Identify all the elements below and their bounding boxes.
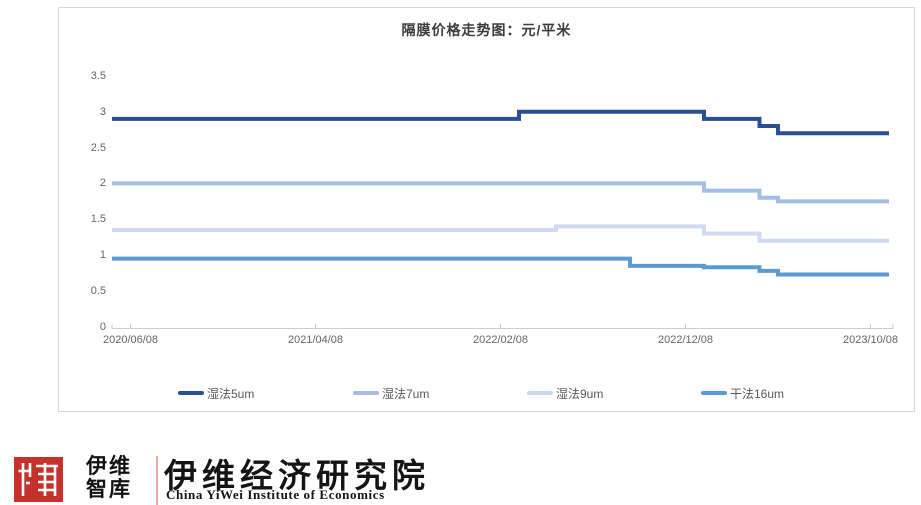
legend-item[interactable]: 干法16um [701, 386, 785, 401]
y-tick-label: 1 [99, 249, 106, 262]
institute-name-cn: 伊维经济研究院 [164, 459, 430, 495]
chart-title: 隔膜价格走势图：元/平米 [401, 22, 572, 38]
legend-item[interactable]: 湿法5um [178, 386, 255, 401]
yiwei-logo: 伊维 智库 伊维经济研究院 China YiWei Institute of E… [0, 448, 480, 505]
x-tick-label: 2020/06/08 [102, 334, 159, 346]
x-tick-label: 2023/10/08 [842, 334, 899, 346]
series-line [112, 224, 889, 243]
legend-label: 湿法9um [556, 386, 604, 401]
y-tick-label: 3 [99, 105, 106, 118]
y-tick-label: 3.5 [90, 69, 106, 82]
legend-item[interactable]: 湿法7um [353, 386, 430, 401]
series-line [112, 256, 889, 277]
logo-divider [156, 456, 158, 505]
legend-item[interactable]: 湿法9um [527, 386, 604, 401]
y-tick-label: 0.5 [90, 284, 106, 297]
institute-name-en: China YiWei Institute of Economics [166, 487, 385, 502]
y-tick-label: 2 [99, 177, 106, 190]
series-line [112, 109, 889, 136]
y-tick-label: 0 [99, 320, 106, 333]
x-tick-label: 2022/02/08 [472, 334, 529, 346]
x-tick-label: 2021/04/08 [287, 334, 344, 346]
legend-swatch [353, 391, 379, 395]
series-line [112, 181, 889, 204]
legend-swatch [527, 391, 553, 395]
legend-label: 湿法5um [207, 386, 255, 401]
y-tick-label: 2.5 [90, 141, 106, 154]
y-tick-label: 1.5 [90, 213, 106, 226]
brand-name-line1: 伊维 [86, 455, 132, 478]
x-tick-label: 2022/12/08 [657, 334, 714, 346]
brand-name-cn: 伊维 智库 [86, 455, 152, 501]
legend-swatch [178, 391, 204, 395]
legend-swatch [701, 391, 727, 395]
yiwei-seal-icon [14, 457, 63, 502]
legend-label: 湿法7um [382, 386, 430, 401]
brand-name-line2: 智库 [86, 478, 132, 501]
legend-label: 干法16um [730, 386, 785, 401]
chart-card [58, 7, 915, 412]
